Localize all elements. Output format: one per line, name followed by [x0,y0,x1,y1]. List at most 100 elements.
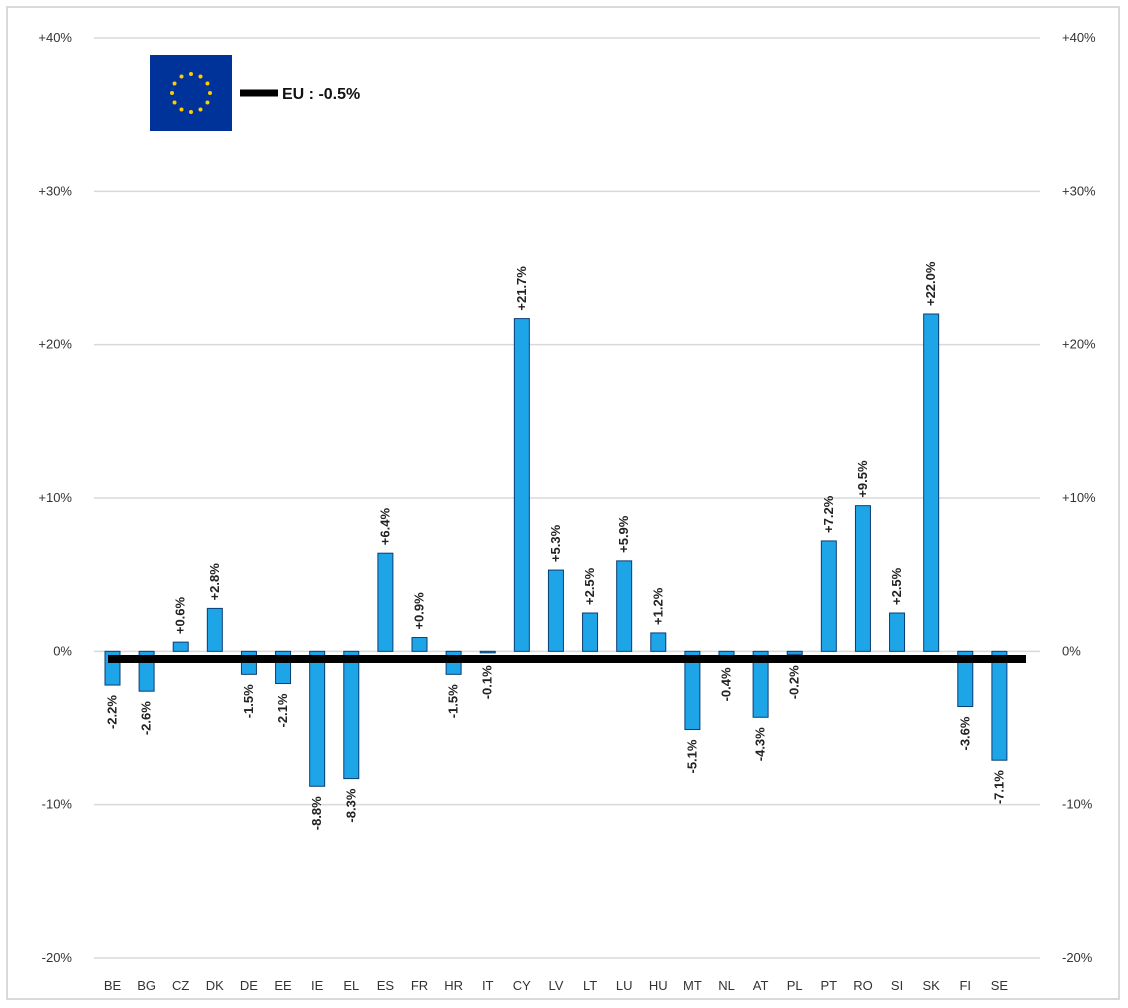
eu-flag-star [172,81,177,86]
eu-flag-star [205,81,210,86]
data-label-ee: -2.1% [275,693,290,727]
x-tick-label-si: SI [891,978,903,993]
y-tick-label-right: +30% [1062,183,1096,198]
x-tick-label-dk: DK [206,978,224,993]
x-tick-label-it: IT [482,978,494,993]
data-label-nl: -0.4% [719,667,734,701]
data-label-lu: +5.9% [616,515,631,553]
bar-fr [411,637,428,652]
x-tick-label-be: BE [104,978,122,993]
bar-ro [854,505,871,652]
data-label-es: +6.4% [377,508,392,546]
y-tick-label-right: 0% [1062,643,1081,658]
eu-flag-star [208,91,212,95]
gridlines [94,37,1040,959]
x-tick-label-cz: CZ [172,978,189,993]
y-tick-label-left: +30% [38,183,72,198]
x-tick-label-mt: MT [683,978,702,993]
data-label-pl: -0.2% [787,665,802,699]
x-tick-label-lt: LT [583,978,597,993]
data-label-hu: +1.2% [650,587,665,625]
x-tick-label-ro: RO [853,978,873,993]
eu-flag-star [189,72,193,76]
data-label-cy: +21.7% [514,266,529,311]
data-label-se: -7.1% [991,770,1006,804]
x-tick-label-bg: BG [137,978,156,993]
x-tick-label-lu: LU [616,978,633,993]
bar-dk [206,607,223,652]
bar-se [991,650,1008,761]
data-label-be: -2.2% [105,695,120,729]
y-axis-right: +40% +30% +20% +10% 0% -10% -20% [1062,30,1096,965]
x-tick-label-ee: EE [274,978,292,993]
y-tick-label-right: +10% [1062,490,1096,505]
data-label-fr: +0.9% [412,592,427,630]
data-label-pt: +7.2% [821,495,836,533]
x-tick-label-nl: NL [718,978,735,993]
x-tick-label-fi: FI [959,978,971,993]
y-tick-label-left: +40% [38,30,72,45]
data-label-lt: +2.5% [582,567,597,605]
data-label-mt: -5.1% [684,739,699,773]
data-label-lv: +5.3% [548,524,563,562]
x-tick-label-hr: HR [444,978,463,993]
x-tick-label-fr: FR [411,978,428,993]
eu-flag-star [179,74,184,79]
y-tick-label-right: +40% [1062,30,1096,45]
data-label-sk: +22.0% [923,261,938,306]
bar-lv [547,569,564,652]
y-tick-label-left: -10% [42,797,73,812]
data-label-ro: +9.5% [855,460,870,498]
x-tick-label-pt: PT [821,978,838,993]
y-tick-label-left: +10% [38,490,72,505]
x-tick-label-hu: HU [649,978,668,993]
bar-el [343,650,360,780]
x-tick-label-sk: SK [922,978,940,993]
data-label-si: +2.5% [889,567,904,605]
x-tick-label-es: ES [377,978,395,993]
y-tick-label-left: +20% [38,337,72,352]
eu-flag-star [198,74,203,79]
eu-flag-star [179,107,184,112]
x-tick-label-ie: IE [311,978,324,993]
y-axis-left: +40% +30% +20% +10% 0% -10% -20% [38,30,72,965]
bar-mt [684,650,701,731]
data-label-at: -4.3% [753,727,768,761]
eu-flag-icon [150,55,232,131]
bar-it [479,650,496,654]
eu-flag-star [189,110,193,114]
bar-pt [820,540,837,652]
bar-ie [309,650,326,787]
data-label-cz: +0.6% [173,596,188,634]
x-axis-categories: BE BG CZ DK DE EE IE EL ES FR HR IT CY LV LT LU HU MT NL AT… [104,978,1009,993]
y-tick-label-left: 0% [53,643,72,658]
data-label-it: -0.1% [480,665,495,699]
bar-cz [172,641,189,652]
x-tick-label-lv: LV [548,978,563,993]
eu-flag-star [198,107,203,112]
bar-fi [957,650,974,708]
bar-si [889,612,906,652]
data-label-fi: -3.6% [957,716,972,750]
x-tick-label-pl: PL [787,978,803,993]
x-tick-label-de: DE [240,978,258,993]
x-tick-label-el: EL [343,978,359,993]
legend-label: EU : -0.5% [282,86,360,103]
x-tick-label-at: AT [753,978,769,993]
data-label-bg: -2.6% [139,701,154,735]
bar-sk [923,313,940,652]
data-label-hr: -1.5% [446,684,461,718]
eu-flag-star [170,91,174,95]
eu-flag-star [172,100,177,105]
data-label-dk: +2.8% [207,563,222,601]
data-labels: -2.2% -2.6% +0.6% +2.8% -1.5% -2.1% -8.8% -8.3%… [105,261,1007,830]
eu-flag-stars [170,72,212,114]
legend: EU : -0.5% [150,55,360,131]
x-tick-label-se: SE [991,978,1009,993]
y-tick-label-right: -20% [1062,950,1093,965]
bar-hu [650,632,667,652]
bar-lu [616,560,633,652]
bar-es [377,552,394,652]
data-label-de: -1.5% [241,684,256,718]
